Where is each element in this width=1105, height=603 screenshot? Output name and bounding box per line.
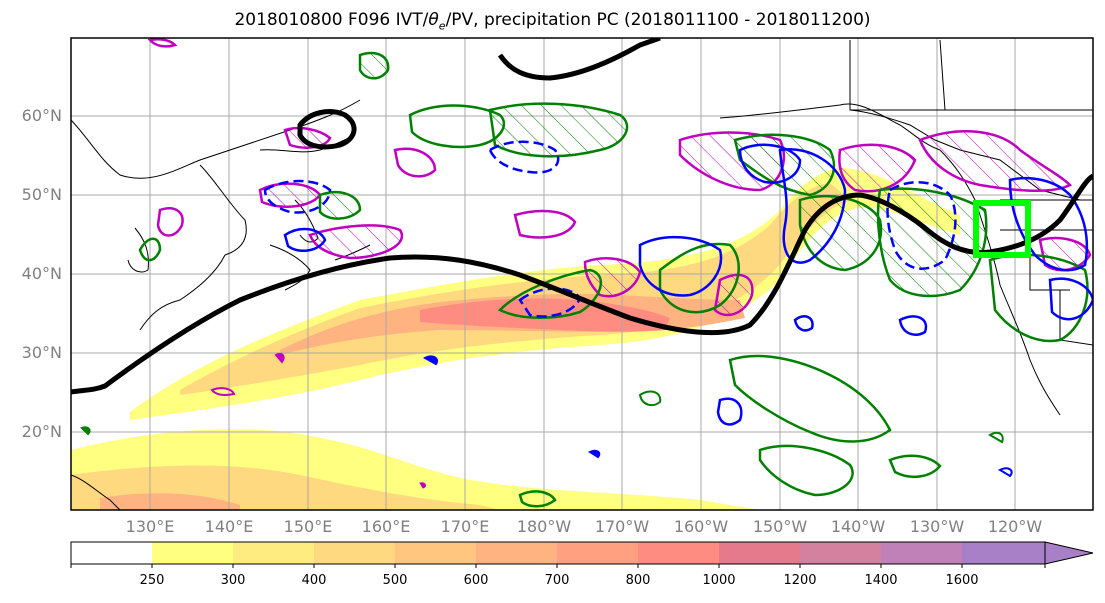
lon-label: 160°E — [361, 517, 411, 536]
colorbar-bin — [557, 542, 638, 564]
lon-label: 160°W — [673, 517, 729, 536]
colorbar-tick-label: 400 — [301, 573, 327, 588]
colorbar-tick-label: 1000 — [702, 573, 736, 588]
lon-label: 120°W — [987, 517, 1043, 536]
map-title: 2018010800 F096 IVT/θe/PV, precipitation… — [234, 10, 871, 33]
lon-label: 150°E — [283, 517, 333, 536]
lon-label: 170°E — [440, 517, 490, 536]
lat-label: 60°N — [21, 106, 62, 125]
colorbar — [70, 541, 1094, 568]
lat-label: 30°N — [21, 343, 62, 362]
colorbar-bin — [152, 542, 233, 564]
colorbar-tick-label: 1200 — [783, 573, 817, 588]
ivt-shading — [71, 168, 960, 510]
coastlines — [71, 39, 1093, 510]
colorbar-tick-label: 700 — [544, 573, 570, 588]
colorbar-tick-label: 500 — [382, 573, 408, 588]
colorbar-bin — [962, 542, 1045, 564]
colorbar-bin — [233, 542, 314, 564]
colorbar-tick-label: 1600 — [945, 573, 979, 588]
target-region-box — [973, 200, 1031, 258]
lat-label: 20°N — [21, 422, 62, 441]
map-frame — [70, 37, 1094, 511]
lon-label: 130°E — [125, 517, 175, 536]
colorbar-bin — [476, 542, 557, 564]
lon-label: 140°W — [830, 517, 886, 536]
lon-label: 170°W — [594, 517, 650, 536]
colorbar-bin — [314, 542, 395, 564]
colorbar-bin — [395, 542, 476, 564]
colorbar-tick-label: 1400 — [864, 573, 898, 588]
lon-label: 140°E — [204, 517, 254, 536]
colorbar-bin — [881, 542, 962, 564]
colorbar-bin — [638, 542, 719, 564]
lon-label: 180°W — [516, 517, 572, 536]
lat-label: 40°N — [21, 264, 62, 283]
colorbar-bin — [719, 542, 800, 564]
theta-pv-contours — [71, 38, 1093, 395]
colorbar-tick-label: 250 — [139, 573, 165, 588]
colorbar-bin — [800, 542, 881, 564]
colorbar-bin — [71, 542, 152, 564]
lon-label: 150°W — [752, 517, 808, 536]
colorbar-tick-label: 800 — [625, 573, 651, 588]
colorbar-extend-arrow — [1044, 541, 1094, 565]
colorbar-tick-label: 300 — [220, 573, 246, 588]
colorbar-tick-label: 600 — [463, 573, 489, 588]
lat-label: 50°N — [21, 185, 62, 204]
lon-label: 130°W — [909, 517, 965, 536]
